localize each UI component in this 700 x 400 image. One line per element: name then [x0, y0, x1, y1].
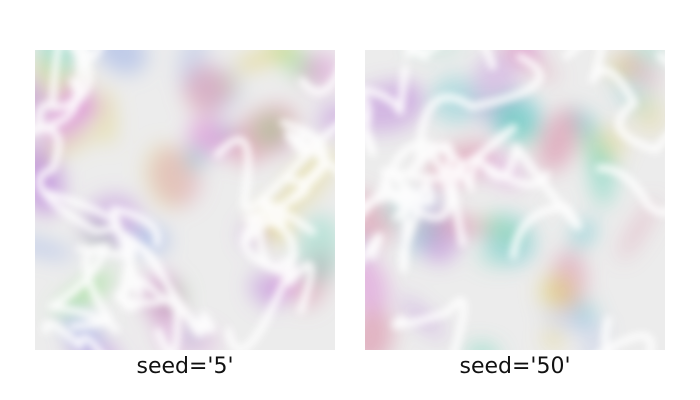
texture-ridge	[298, 71, 335, 96]
texture-blob	[539, 274, 575, 311]
texture-ridge	[284, 130, 335, 173]
texture-ridge	[42, 320, 103, 350]
texture-ridge	[225, 196, 317, 350]
texture-blob	[253, 112, 289, 148]
caption-seed-5: seed='5'	[136, 354, 234, 379]
texture-ridge	[562, 50, 665, 154]
noise-texture-seed-50	[365, 50, 665, 350]
texture-blob	[95, 50, 148, 75]
caption-seed-50: seed='50'	[459, 354, 571, 379]
texture-blob	[631, 93, 665, 135]
texture-blob	[365, 253, 389, 315]
texture-blob	[231, 50, 296, 73]
texture-blob	[537, 108, 581, 173]
texture-blob	[466, 343, 500, 350]
texture-blob	[35, 236, 75, 259]
noise-texture-seed-5	[35, 50, 335, 350]
texture-ridge	[365, 186, 423, 273]
texture-blob	[569, 218, 597, 252]
texture-blob	[585, 335, 600, 350]
texture-ridge	[408, 124, 518, 247]
texture-blob	[619, 52, 661, 88]
texture-blob	[618, 199, 658, 261]
texture-blob	[542, 309, 608, 337]
texture-blob	[485, 98, 542, 147]
texture-ridge	[46, 50, 102, 111]
texture-blob	[475, 247, 512, 269]
texture-ridge	[76, 224, 182, 350]
texture-ridge	[392, 297, 468, 350]
texture-ridge	[35, 50, 93, 134]
texture-blob	[407, 219, 437, 259]
texture-ridge	[478, 143, 582, 260]
texture-ridge	[595, 164, 665, 217]
texture-blob	[55, 271, 114, 317]
texture-ridge	[365, 64, 409, 157]
texture-ridge	[47, 243, 120, 334]
texture-blob	[187, 117, 231, 157]
texture-blob	[481, 215, 524, 244]
texture-ridge	[365, 232, 384, 261]
texture-blob	[542, 326, 565, 350]
texture-blob	[577, 124, 606, 173]
texture-blob	[300, 52, 335, 89]
texture-blob	[183, 65, 229, 115]
texture-ridge	[35, 76, 119, 235]
texture-blob	[365, 307, 394, 350]
